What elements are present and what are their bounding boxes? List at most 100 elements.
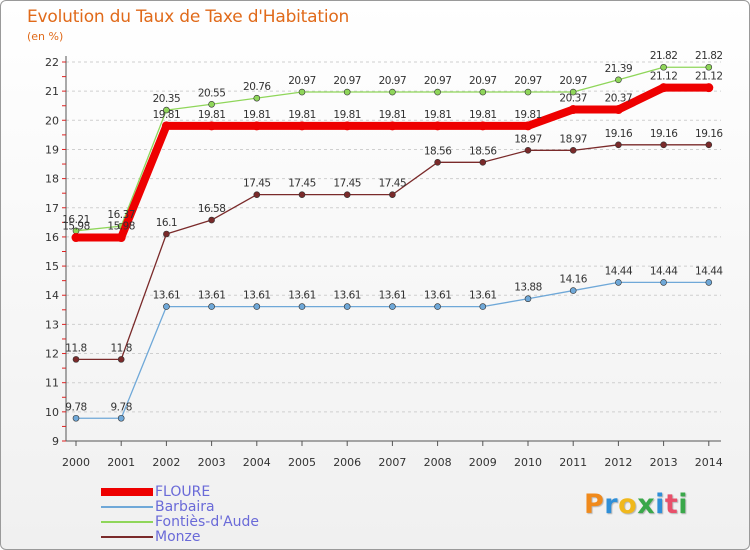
x-tick-label: 2002 xyxy=(152,456,180,469)
data-label: 14.44 xyxy=(605,265,633,277)
data-label: 20.97 xyxy=(379,75,407,87)
y-tick-label: 13 xyxy=(45,318,59,331)
data-label: 20.37 xyxy=(559,93,587,105)
data-point xyxy=(253,191,261,198)
y-tick-label: 14 xyxy=(45,289,59,302)
data-label: 19.81 xyxy=(469,109,497,121)
data-point xyxy=(433,121,443,131)
data-label: 17.45 xyxy=(243,178,271,190)
y-tick-label: 17 xyxy=(45,202,59,215)
chart-title: Evolution du Taux de Taxe d'Habitation xyxy=(27,7,350,27)
data-label: 15.98 xyxy=(107,221,135,233)
data-point xyxy=(208,100,215,108)
data-label: 18.56 xyxy=(424,145,452,157)
data-label: 20.97 xyxy=(424,75,452,87)
data-point xyxy=(72,356,80,363)
data-point xyxy=(524,295,532,303)
data-point xyxy=(343,191,351,198)
x-tick-label: 2012 xyxy=(604,456,632,469)
data-point xyxy=(389,88,396,96)
legend-label: Fontiès-d'Aude xyxy=(155,514,260,530)
data-point xyxy=(252,121,262,131)
data-point xyxy=(615,279,622,286)
data-point xyxy=(342,121,352,131)
data-point xyxy=(434,158,441,166)
x-tick-label: 2003 xyxy=(198,456,226,469)
data-point xyxy=(389,191,396,198)
data-label: 20.55 xyxy=(198,87,226,99)
data-point xyxy=(568,105,578,115)
data-label: 20.97 xyxy=(288,75,316,87)
y-tick-label: 18 xyxy=(45,173,59,186)
data-point xyxy=(660,279,667,286)
data-point xyxy=(298,88,306,96)
data-point xyxy=(704,83,714,93)
data-point xyxy=(478,121,488,131)
x-tick-label: 2009 xyxy=(469,456,497,469)
legend-label: Barbaira xyxy=(155,499,215,515)
data-label: 14.44 xyxy=(650,265,678,277)
data-point xyxy=(705,63,713,71)
data-label: 20.97 xyxy=(469,75,497,87)
x-tick-label: 2000 xyxy=(62,456,90,469)
data-point xyxy=(298,191,306,198)
data-label: 9.78 xyxy=(111,401,132,413)
data-label: 13.61 xyxy=(153,290,181,302)
data-label: 14.44 xyxy=(695,265,723,277)
data-label: 13.61 xyxy=(333,290,361,302)
data-point xyxy=(615,141,622,149)
data-label: 20.37 xyxy=(605,93,633,105)
data-point xyxy=(298,303,306,310)
legend-swatch xyxy=(101,521,153,523)
y-tick-label: 15 xyxy=(45,260,59,273)
data-label: 21.39 xyxy=(605,63,633,75)
data-label: 9.78 xyxy=(65,401,86,413)
logo-letter: t xyxy=(664,489,679,520)
data-point xyxy=(387,121,397,131)
logo-letter: i xyxy=(655,489,665,520)
x-tick-label: 2004 xyxy=(243,456,271,469)
x-tick-label: 2011 xyxy=(559,456,587,469)
data-point xyxy=(569,287,577,294)
data-label: 19.81 xyxy=(198,109,226,121)
data-point xyxy=(253,303,261,310)
data-label: 19.81 xyxy=(379,109,407,121)
data-label: 19.81 xyxy=(514,109,542,121)
data-point xyxy=(117,356,125,363)
x-tick-label: 2001 xyxy=(107,456,135,469)
data-point xyxy=(163,303,170,310)
x-tick-label: 2014 xyxy=(695,456,723,469)
y-tick-label: 11 xyxy=(45,377,59,390)
legend-label: Monze xyxy=(155,529,201,545)
series-monze xyxy=(72,141,713,363)
data-label: 13.61 xyxy=(288,290,316,302)
data-label: 21.82 xyxy=(695,50,723,62)
data-label: 18.97 xyxy=(514,133,542,145)
legend-swatch xyxy=(101,506,153,508)
y-gridlines: 9 10 11 12 13 14 15 16 17 18 19 20 21 22 xyxy=(45,56,721,448)
data-point xyxy=(524,88,532,96)
x-tick-label: 2006 xyxy=(333,456,361,469)
data-label: 17.45 xyxy=(333,178,361,190)
data-point xyxy=(117,414,125,422)
x-tick-label: 2013 xyxy=(650,456,678,469)
data-label: 19.16 xyxy=(605,128,633,140)
logo-letter: i xyxy=(678,489,689,520)
data-label: 19.16 xyxy=(650,128,678,140)
data-point xyxy=(479,88,487,96)
data-label: 19.81 xyxy=(243,109,271,121)
data-point xyxy=(208,303,215,310)
data-label: 20.35 xyxy=(153,93,181,105)
data-label: 13.61 xyxy=(379,290,407,302)
data-point xyxy=(208,216,215,224)
data-label: 21.12 xyxy=(650,71,678,83)
data-label: 16.58 xyxy=(198,203,226,215)
data-point xyxy=(569,88,577,96)
data-label: 20.76 xyxy=(243,81,271,93)
data-label: 18.97 xyxy=(559,133,587,145)
data-point xyxy=(705,141,713,149)
legend-swatch xyxy=(101,488,153,496)
y-tick-label: 9 xyxy=(52,435,59,448)
data-point xyxy=(660,63,667,71)
y-tick-label: 21 xyxy=(45,85,59,98)
